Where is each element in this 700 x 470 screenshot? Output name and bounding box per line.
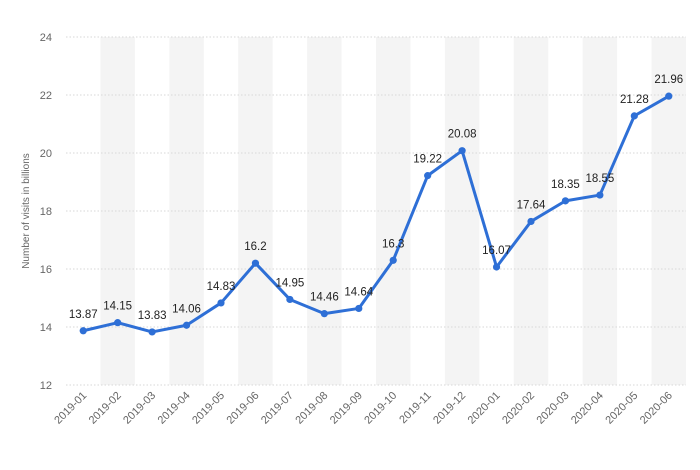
data-label: 18.55 <box>585 173 614 185</box>
data-label: 14.64 <box>344 286 373 298</box>
data-label: 17.64 <box>517 199 546 211</box>
data-point <box>182 321 191 329</box>
data-label: 14.83 <box>207 281 236 293</box>
data-label: 19.22 <box>413 154 442 166</box>
data-label: 13.87 <box>69 309 98 321</box>
x-tick-label: 2019-09 <box>328 390 365 427</box>
data-label: 18.35 <box>551 179 580 191</box>
data-label: 20.08 <box>448 129 477 141</box>
data-point <box>79 327 87 335</box>
data-point <box>114 319 122 327</box>
data-point <box>527 217 535 226</box>
x-tick-label: 2019-01 <box>52 390 89 427</box>
x-tick-label: 2019-04 <box>156 390 193 427</box>
x-tick-label: 2019-06 <box>225 390 262 427</box>
data-point <box>286 295 294 304</box>
data-label: 16.3 <box>382 238 404 250</box>
data-label: 16.07 <box>482 245 511 257</box>
data-point <box>561 197 570 205</box>
data-point <box>148 328 156 336</box>
data-point <box>355 304 363 313</box>
data-label: 21.28 <box>620 94 649 106</box>
x-tick-label: 2020-05 <box>603 390 640 427</box>
y-tick-label: 22 <box>40 90 52 102</box>
y-tick-label: 14 <box>40 322 52 334</box>
y-tick-label: 12 <box>40 380 52 392</box>
x-tick-label: 2020-06 <box>638 390 675 427</box>
x-tick-label: 2019-07 <box>259 390 296 427</box>
data-point <box>665 92 673 100</box>
x-tick-label: 2019-11 <box>397 390 433 426</box>
x-tick-label: 2020-01 <box>466 390 503 427</box>
data-point <box>492 263 501 271</box>
x-tick-label: 2019-12 <box>431 390 468 427</box>
data-labels: 13.87 14.15 13.83 14.06 14.83 16.2 14.95 14.46 1… <box>69 74 683 322</box>
data-label: 13.83 <box>138 310 167 322</box>
series-group <box>79 92 673 336</box>
data-label: 14.06 <box>172 303 201 315</box>
data-point <box>458 147 466 155</box>
x-tick-label: 2020-02 <box>500 390 537 427</box>
data-label: 21.96 <box>654 74 683 86</box>
x-tick-label: 2019-02 <box>87 390 124 427</box>
x-tick-label: 2019-05 <box>190 390 227 427</box>
y-tick-label: 20 <box>40 148 52 160</box>
data-point <box>251 259 260 267</box>
data-point <box>389 256 397 264</box>
x-axis-ticks: 2019-012019-022019-032019-042019-052019-… <box>52 390 675 427</box>
x-tick-label: 2020-04 <box>569 390 606 427</box>
x-tick-label: 2020-03 <box>535 390 572 427</box>
data-label: 16.2 <box>244 241 266 253</box>
data-label: 14.46 <box>310 292 339 304</box>
data-label: 14.95 <box>275 277 304 289</box>
series-line <box>81 94 671 334</box>
data-point <box>217 299 225 307</box>
x-tick-label: 2019-10 <box>362 390 399 427</box>
y-tick-label: 18 <box>40 206 52 218</box>
y-tick-label: 16 <box>40 264 52 276</box>
data-point <box>596 191 604 199</box>
x-tick-label: 2019-08 <box>293 390 330 427</box>
data-point <box>320 310 328 318</box>
y-axis-title: Number of visits in billions <box>21 153 32 269</box>
data-point <box>630 112 638 120</box>
data-label: 14.15 <box>103 301 132 313</box>
y-tick-label: 24 <box>40 32 52 44</box>
x-tick-label: 2019-03 <box>121 390 158 427</box>
data-point <box>424 172 432 180</box>
y-axis-ticks: 12 14 16 18 20 22 24 <box>40 32 52 392</box>
